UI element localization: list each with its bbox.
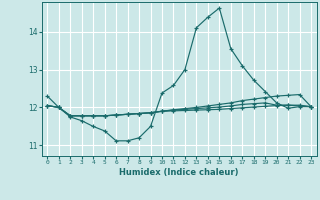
X-axis label: Humidex (Indice chaleur): Humidex (Indice chaleur) xyxy=(119,168,239,177)
